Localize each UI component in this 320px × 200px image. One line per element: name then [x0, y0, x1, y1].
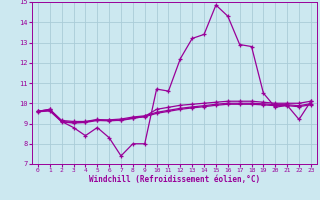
X-axis label: Windchill (Refroidissement éolien,°C): Windchill (Refroidissement éolien,°C) [89, 175, 260, 184]
